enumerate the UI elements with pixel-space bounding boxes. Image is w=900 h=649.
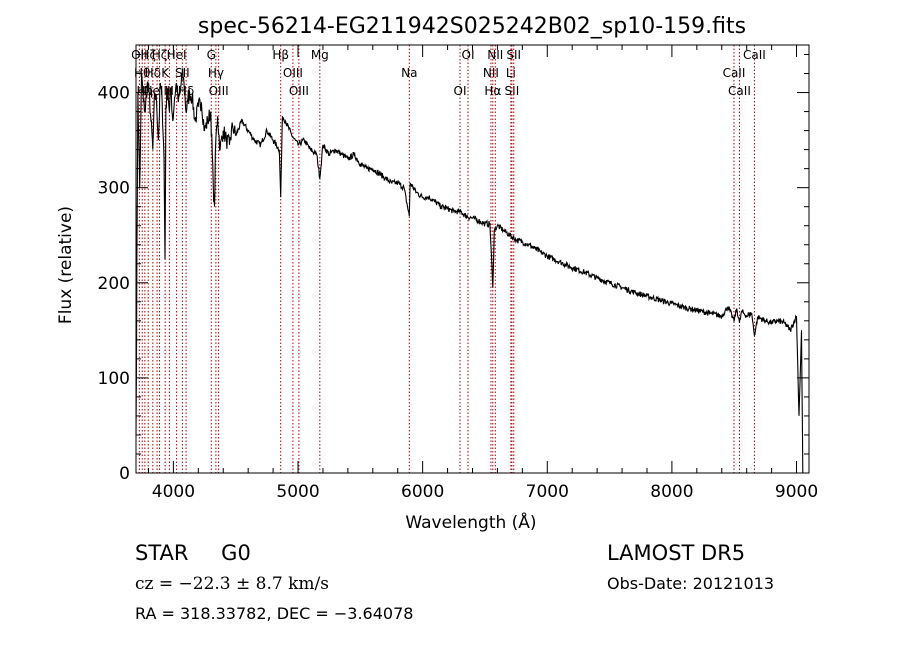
line-marker-label: NII bbox=[487, 48, 503, 62]
spectrum-line bbox=[135, 68, 804, 474]
coords-label: RA = 318.33782, DEC = −3.64078 bbox=[135, 604, 414, 623]
line-marker-label: CaII bbox=[723, 66, 746, 80]
line-marker-label: Hγ bbox=[208, 66, 224, 80]
line-marker-label: SII bbox=[506, 48, 521, 62]
y-tick-label: 100 bbox=[98, 369, 130, 389]
y-tick-label: 400 bbox=[98, 84, 130, 104]
y-tick-label: 0 bbox=[119, 464, 130, 484]
line-marker-label: OIII bbox=[209, 84, 229, 98]
line-marker-label: Hδ bbox=[145, 66, 161, 80]
line-marker-label: CaII bbox=[743, 48, 766, 62]
obs-date-label: Obs-Date: 20121013 bbox=[607, 574, 775, 593]
x-tick-label: 5000 bbox=[276, 482, 319, 502]
line-marker-label: OI bbox=[462, 48, 475, 62]
plot-area bbox=[135, 68, 804, 474]
x-tick-label: 6000 bbox=[401, 482, 444, 502]
x-tick-label: 4000 bbox=[152, 482, 195, 502]
line-marker-label: Hα bbox=[484, 84, 501, 98]
y-tick-label: 200 bbox=[98, 274, 130, 294]
survey-label: LAMOST DR5 bbox=[607, 541, 746, 565]
x-tick-label: 9000 bbox=[775, 482, 818, 502]
line-marker-label: HeI bbox=[167, 48, 187, 62]
chart-title: spec-56214-EG211942S025242B02_sp10-159.f… bbox=[198, 14, 746, 39]
redshift-label: cz = −22.3 ± 8.7 km/s bbox=[135, 574, 329, 594]
line-marker-label: Hζ bbox=[152, 48, 168, 62]
emission-line-markers: OIIHθHηHζHδNeIIIHζKHHeISIIHδGHγOIIIHβOII… bbox=[131, 45, 766, 473]
subclass-label: G0 bbox=[221, 541, 251, 565]
class-label: STAR bbox=[135, 541, 189, 565]
line-marker-label: Hζ bbox=[140, 48, 156, 62]
line-marker-label: H bbox=[165, 84, 174, 98]
line-marker-label: Hβ bbox=[272, 48, 289, 62]
line-marker-label: Li bbox=[506, 66, 516, 80]
line-marker-label: G bbox=[207, 48, 216, 62]
line-marker-label: OIII bbox=[289, 84, 309, 98]
line-marker-label: K bbox=[161, 66, 170, 80]
line-marker-label: Hθ bbox=[134, 66, 150, 80]
line-marker-label: NeIII bbox=[144, 84, 171, 98]
x-axis-label: Wavelength (Å) bbox=[405, 511, 536, 533]
line-marker-label: CaII bbox=[728, 84, 751, 98]
axes: 4000 5000 6000 7000 8000 9000 0 100 200 300 400 bbox=[98, 44, 818, 502]
line-marker-label: Na bbox=[401, 66, 417, 80]
object-class: STAR G0 bbox=[135, 541, 251, 565]
x-tick-label: 7000 bbox=[526, 482, 569, 502]
line-marker-label: Mg bbox=[311, 48, 329, 62]
y-axis-label: Flux (relative) bbox=[56, 206, 76, 324]
line-marker-label: OIII bbox=[283, 66, 303, 80]
line-marker-label: NII bbox=[483, 66, 499, 80]
line-marker-label: OI bbox=[454, 84, 467, 98]
plot-frame bbox=[135, 44, 810, 474]
x-tick-label: 8000 bbox=[650, 482, 693, 502]
y-tick-label: 300 bbox=[98, 179, 130, 199]
line-marker-label: SII bbox=[505, 84, 520, 98]
